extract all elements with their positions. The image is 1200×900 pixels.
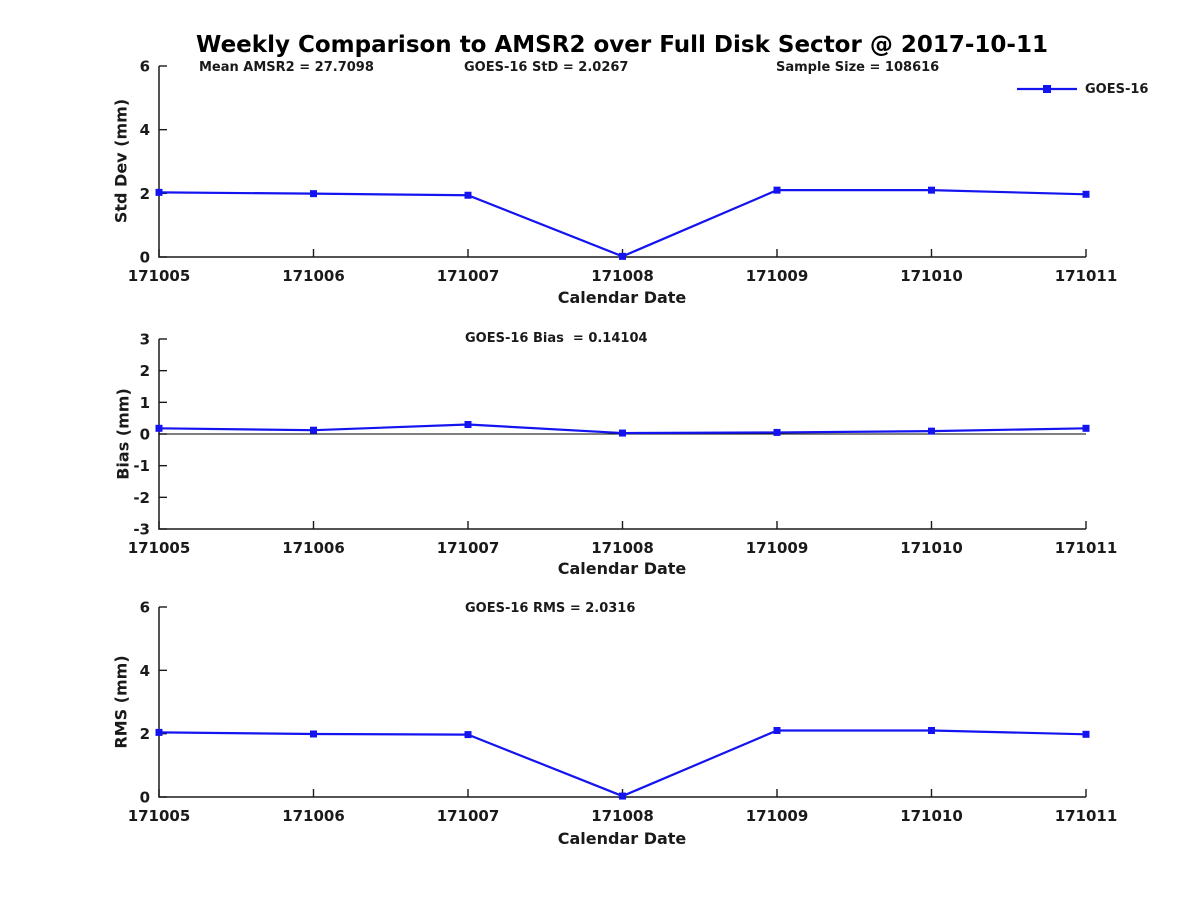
panel-std_dev-xtick-label: 171005 (128, 267, 191, 285)
panel-bias-marker (928, 427, 935, 435)
panel-rms-ytick-label: 2 (140, 725, 150, 743)
panel-bias-xtick-label: 171010 (900, 539, 963, 557)
panel-std_dev-axes (158, 66, 1086, 258)
panel-rms-ytick-label: 0 (140, 789, 150, 807)
annotation-goes16-rms: GOES-16 RMS = 2.0316 (465, 601, 636, 616)
annotation-mean-amsr2: Mean AMSR2 = 27.7098 (199, 60, 374, 75)
ylabel-bias: Bias (mm) (113, 388, 133, 480)
panel-std_dev-xtick-label: 171011 (1055, 267, 1118, 285)
panel-rms-xtick-label: 171006 (282, 807, 345, 825)
panel-bias-ytick-label: 2 (140, 362, 150, 380)
panel-std_dev-marker (1082, 190, 1090, 198)
panel-bias-ytick-label: -1 (133, 457, 150, 475)
panel-bias-marker (464, 421, 472, 428)
panel-std_dev-xtick-label: 171007 (437, 267, 500, 285)
panel-std_dev-ytick-label: 0 (140, 249, 150, 267)
panel-std_dev-marker (928, 186, 935, 194)
panel-bias-marker (1082, 424, 1090, 432)
panel-std_dev-marker (464, 191, 472, 199)
ylabel-std-dev: Std Dev (mm) (111, 98, 131, 224)
panel-rms-series-line (158, 729, 1087, 798)
panel-std_dev-xtick-label: 171009 (746, 267, 809, 285)
panel-rms-xtick-label: 171011 (1055, 807, 1118, 825)
panel-std_dev-marker (619, 252, 626, 260)
panel-bias-xtick-label: 171007 (437, 539, 500, 557)
panel-std_dev-marker (155, 188, 163, 196)
panel-std_dev-ytick-label: 4 (140, 121, 150, 139)
panel-rms-marker (619, 792, 626, 800)
panel-bias-xtick-label: 171005 (128, 539, 191, 557)
panel-rms-marker (928, 727, 935, 734)
panel-rms-xtick-label: 171008 (591, 807, 654, 825)
panel-bias-ytick-label: 3 (140, 331, 150, 349)
panel-std_dev-marker (773, 186, 781, 194)
panel-bias-marker (310, 426, 317, 434)
xlabel-calendar-date-2: Calendar Date (557, 559, 687, 578)
panel-bias-marker (155, 424, 163, 432)
panel-std_dev-marker (310, 190, 317, 198)
legend-line-swatch-icon (1017, 85, 1077, 93)
panel-std_dev-series-line (158, 189, 1087, 258)
panel-rms-ytick-label: 4 (140, 662, 150, 680)
panel-rms-xtick-label: 171005 (128, 807, 191, 825)
panel-rms-marker (155, 728, 163, 736)
panel-std_dev-xtick-label: 171010 (900, 267, 963, 285)
panel-bias-marker (619, 429, 626, 437)
panel-bias-ytick-label: 0 (140, 426, 150, 444)
panel-rms-ytick-label: 6 (140, 599, 150, 617)
panel-bias-ytick-label: 1 (140, 394, 150, 412)
panel-std_dev-xtick-label: 171008 (591, 267, 654, 285)
panel-std_dev-ytick-label: 2 (140, 185, 150, 203)
xlabel-calendar-date-3: Calendar Date (557, 829, 687, 848)
panel-rms-xtick-label: 171010 (900, 807, 963, 825)
chart-title: Weekly Comparison to AMSR2 over Full Dis… (196, 32, 1048, 58)
panel-rms-xtick-label: 171007 (437, 807, 500, 825)
panel-rms-xtick-label: 171009 (746, 807, 809, 825)
panel-bias-ytick-label: -2 (133, 489, 150, 507)
panel-rms-axes (158, 607, 1086, 798)
panel-bias-xtick-label: 171009 (746, 539, 809, 557)
panel-bias-marker (773, 428, 781, 436)
panel-bias-xtick-label: 171011 (1055, 539, 1118, 557)
annotation-goes16-bias: GOES-16 Bias = 0.14104 (465, 331, 648, 346)
panel-std_dev-ytick-label: 6 (140, 58, 150, 76)
panel-rms-marker (773, 727, 781, 734)
xlabel-calendar-date-1: Calendar Date (557, 288, 687, 307)
legend: GOES-16 (1016, 81, 1149, 97)
panel-rms-marker (464, 731, 472, 739)
panel-bias-xtick-label: 171008 (591, 539, 654, 557)
ylabel-rms: RMS (mm) (111, 655, 131, 749)
panel-rms-marker (310, 730, 317, 738)
panel-bias-ytick-label: -3 (133, 521, 150, 539)
legend-label: GOES-16 (1085, 81, 1149, 97)
annotation-goes16-std: GOES-16 StD = 2.0267 (464, 60, 629, 75)
annotation-sample-size: Sample Size = 108616 (776, 60, 940, 75)
panel-bias-xtick-label: 171006 (282, 539, 345, 557)
panel-rms-marker (1082, 730, 1090, 738)
panel-std_dev-xtick-label: 171006 (282, 267, 345, 285)
